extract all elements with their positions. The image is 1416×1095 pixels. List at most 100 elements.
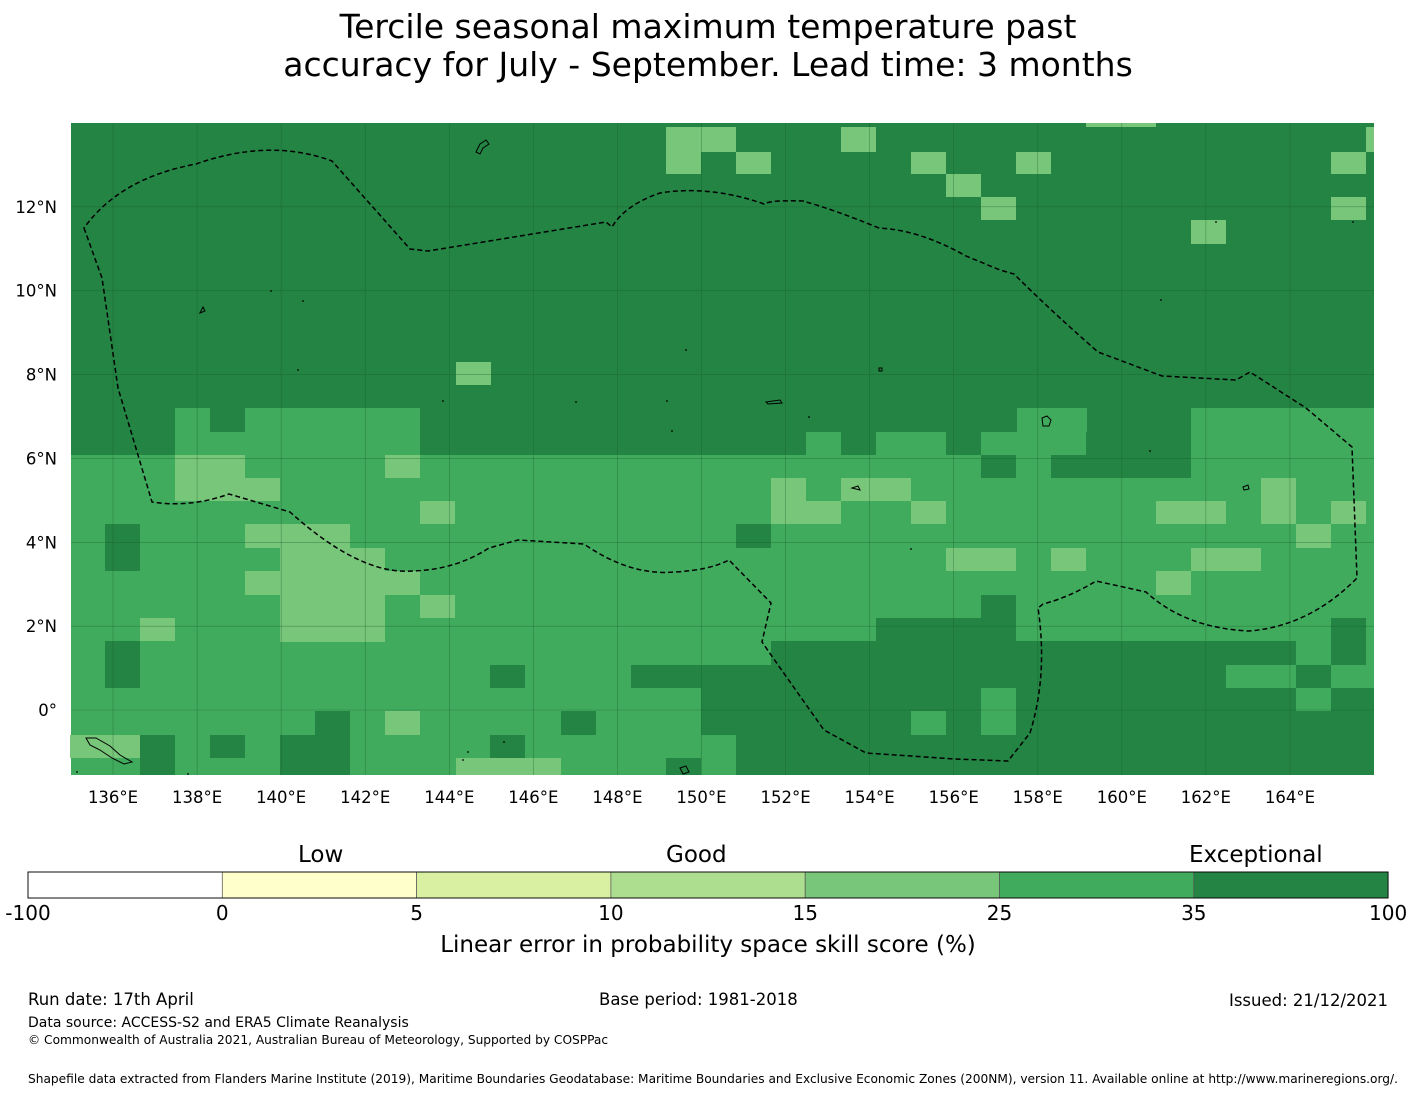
grid-cell <box>841 432 876 455</box>
island-outline <box>764 399 783 405</box>
atoll-dot <box>1160 299 1162 301</box>
grid-cell <box>210 735 245 758</box>
skill-score-map: 136°E 138°E 140°E 142°E 144°E 146°E 148°E 150°E… <box>15 123 1374 807</box>
island-outline <box>1242 484 1250 491</box>
grid-cell <box>456 758 561 775</box>
atoll-dot <box>297 369 299 371</box>
island-outline <box>85 737 134 765</box>
grid-cell <box>175 408 210 432</box>
grid-cell <box>1331 152 1366 174</box>
eez-boundary <box>83 149 1358 762</box>
grid-cell <box>1331 618 1366 665</box>
shapefile-credit: Shapefile data extracted from Flanders M… <box>28 1072 1399 1086</box>
atoll-dot <box>685 349 687 351</box>
grid-cell <box>1156 571 1191 595</box>
grid-cell <box>981 688 1016 735</box>
atoll-dot <box>1215 221 1217 223</box>
grid-cell <box>456 362 491 385</box>
island-outline <box>679 765 690 775</box>
grid-cell <box>490 735 525 758</box>
island-outline <box>850 485 861 491</box>
grid-cell <box>911 152 946 174</box>
grid-cell <box>1296 665 1331 688</box>
grid-cell <box>946 174 981 197</box>
lon-tick-label: 162°E <box>1181 788 1231 807</box>
grid-cell <box>385 571 420 595</box>
copyright: © Commonwealth of Australia 2021, Austra… <box>28 1033 609 1047</box>
grid-cell <box>245 524 350 548</box>
grid-cell <box>385 711 420 735</box>
grid-cell <box>806 501 841 524</box>
lat-tick-label: 8°N <box>26 366 57 385</box>
grid-cell <box>420 432 455 455</box>
atoll-dot <box>808 416 810 418</box>
grid-cell <box>736 152 771 174</box>
grid-cell <box>350 548 385 595</box>
map-title: Tercile seasonal maximum temperature pas… <box>0 8 1416 84</box>
grid-cell <box>911 501 946 524</box>
grid-cell <box>280 408 420 455</box>
grid-cell <box>1226 641 1296 665</box>
grid-cell <box>1331 665 1366 688</box>
grid-cell <box>1366 127 1374 152</box>
colorbar-bar: -100 0 5 10 15 25 35 100 <box>5 871 1407 925</box>
lon-tick-label: 158°E <box>1013 788 1063 807</box>
lat-tick-label: 4°N <box>26 533 57 552</box>
grid-cell <box>701 735 736 775</box>
grid-cell <box>771 641 1156 775</box>
grid-cell <box>631 665 701 688</box>
lat-tick-label: 2°N <box>26 617 57 636</box>
grid-cell <box>141 432 175 455</box>
grid-cell <box>1191 408 1374 455</box>
grid-cell <box>1156 688 1226 775</box>
lon-tick-label: 136°E <box>88 788 138 807</box>
atoll-dot <box>187 773 189 775</box>
grid-cell <box>1296 688 1331 711</box>
run-date: Run date: 17th April <box>28 990 194 1009</box>
grid-cell <box>1331 501 1366 524</box>
grid-cell <box>1191 548 1261 571</box>
grid-cell <box>1086 123 1156 127</box>
lon-tick-label: 164°E <box>1265 788 1315 807</box>
atoll-dot <box>910 548 912 550</box>
grid-cell <box>841 478 911 501</box>
gridlines <box>71 123 1374 775</box>
atoll-dot <box>503 741 505 743</box>
atoll-dot <box>575 401 577 403</box>
grid-cell <box>736 524 771 548</box>
grid-cell <box>280 735 350 775</box>
grid-cell <box>420 595 455 618</box>
atoll-dot <box>442 400 444 402</box>
atoll-dot <box>1149 450 1151 452</box>
lat-tick-label: 0° <box>38 701 57 720</box>
colorbar-segment <box>804 871 1000 899</box>
grid-cell <box>245 408 280 432</box>
grid-cell <box>245 571 280 595</box>
colorbar-tick: 5 <box>410 901 423 925</box>
grid-cell <box>1226 688 1296 775</box>
colorbar-tick: 0 <box>216 901 229 925</box>
atoll-dot <box>671 430 673 432</box>
atoll-dot <box>270 290 272 292</box>
category-low: Low <box>298 842 344 868</box>
atoll-dot <box>302 300 304 302</box>
grid-cell <box>175 455 245 501</box>
island-outline <box>1041 415 1052 427</box>
grid-cell <box>245 478 280 501</box>
grid-cell <box>666 127 701 174</box>
grid-cell <box>71 432 141 455</box>
grid-cell <box>1156 641 1226 688</box>
base-period: Base period: 1981-2018 <box>599 990 798 1009</box>
grid-cell <box>876 618 1016 641</box>
grid-cell <box>140 618 175 641</box>
colorbar-segment <box>610 871 806 899</box>
grid-cell <box>666 432 806 455</box>
colorbar-label: Linear error in probability space skill … <box>440 932 976 958</box>
atoll-dot <box>666 400 668 402</box>
grid-cell <box>1261 478 1296 524</box>
colorbar-segment <box>1193 871 1389 899</box>
colorbar-tick: -100 <box>5 901 50 925</box>
colorbar-tick: 25 <box>987 901 1012 925</box>
grid-cell <box>981 455 1016 478</box>
grid-cells <box>70 123 1374 775</box>
